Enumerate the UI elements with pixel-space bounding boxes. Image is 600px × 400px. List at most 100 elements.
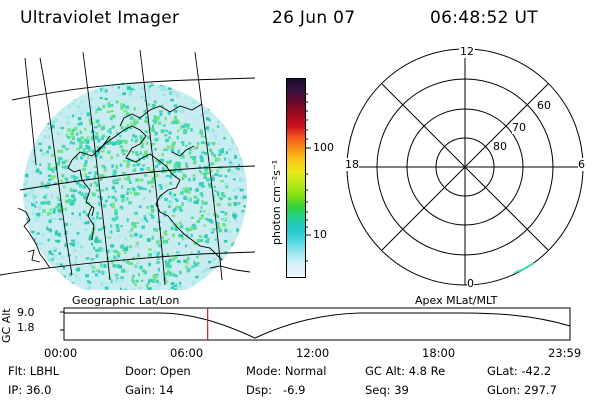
aurora-pixel [141, 218, 144, 222]
aurora-pixel [104, 286, 109, 290]
aurora-pixel [74, 176, 79, 179]
aurora-pixel [230, 137, 235, 141]
mlt-label-0: 0 [467, 277, 474, 290]
aurora-pixel [211, 175, 214, 178]
aurora-pixel [170, 289, 173, 290]
aurora-pixel [150, 205, 154, 209]
aurora-pixel [124, 237, 127, 241]
aurora-pixel [39, 212, 43, 217]
aurora-pixel [79, 130, 82, 135]
aurora-pixel [176, 120, 180, 124]
aurora-pixel [126, 188, 131, 191]
aurora-pixel [196, 142, 200, 145]
aurora-pixel [172, 233, 175, 238]
aurora-pixel [65, 236, 69, 239]
aurora-pixel [202, 201, 206, 205]
aurora-pixel [223, 239, 228, 243]
aurora-pixel [120, 105, 124, 110]
aurora-pixel [101, 189, 105, 192]
aurora-pixel [137, 272, 140, 277]
aurora-pixel [50, 260, 53, 265]
aurora-pixel [118, 235, 121, 238]
geo-latitude-status: GLat: -42.2 [487, 364, 552, 378]
aurora-pixel [139, 135, 143, 139]
aurora-pixel [173, 284, 177, 288]
aurora-pixel [197, 143, 200, 147]
aurora-pixel [189, 198, 192, 202]
aurora-pixel [102, 125, 106, 130]
aurora-pixel [220, 150, 224, 153]
aurora-pixel [95, 136, 99, 140]
aurora-pixel [84, 173, 88, 177]
aurora-pixel [150, 289, 154, 290]
aurora-pixel [214, 173, 219, 177]
aurora-pixel [124, 139, 128, 144]
aurora-pixel [182, 173, 185, 177]
aurora-pixel [94, 171, 98, 176]
mlt-label-6: 6 [578, 158, 585, 171]
aurora-pixel [155, 159, 158, 163]
aurora-pixel [56, 131, 59, 134]
aurora-pixel [110, 110, 114, 113]
aurora-pixel [228, 253, 233, 257]
aurora-pixel [121, 268, 126, 273]
aurora-pixel [159, 196, 162, 200]
aurora-pixel [71, 135, 75, 138]
aurora-pixel [239, 188, 244, 192]
aurora-pixel [147, 181, 151, 185]
aurora-pixel [138, 286, 142, 290]
aurora-pixel [108, 231, 111, 234]
aurora-pixel [162, 166, 165, 171]
aurora-pixel [136, 192, 140, 196]
aurora-pixel [237, 145, 240, 149]
aurora-pixel [210, 162, 214, 166]
aurora-pixel [200, 133, 203, 138]
aurora-pixel [181, 236, 185, 241]
aurora-pixel [80, 136, 84, 140]
aurora-pixel [218, 228, 223, 233]
aurora-pixel [87, 280, 90, 283]
aurora-pixel [103, 165, 107, 169]
aurora-pixel [224, 211, 228, 216]
aurora-pixel [59, 230, 63, 234]
aurora-pixel [198, 165, 202, 169]
aurora-pixel [230, 196, 235, 199]
aurora-pixel [110, 279, 113, 284]
aurora-pixel [136, 241, 139, 245]
aurora-pixel [162, 101, 166, 104]
aurora-pixel [166, 262, 170, 267]
aurora-pixel [41, 152, 46, 156]
aurora-pixel [122, 92, 126, 96]
aurora-pixel [201, 151, 205, 154]
aurora-pixel [199, 283, 202, 287]
aurora-pixel [226, 153, 230, 157]
aurora-pixel [62, 265, 66, 270]
aurora-pixel [206, 268, 211, 271]
timeline-axis-label: GC Alt [0, 308, 13, 343]
aurora-pixel [146, 284, 149, 288]
aurora-pixel [132, 224, 137, 227]
aurora-pixel [84, 159, 88, 164]
aurora-pixel [213, 257, 216, 261]
aurora-pixel [190, 233, 193, 238]
aurora-pixel [215, 222, 220, 226]
aurora-pixel [175, 274, 178, 278]
aurora-pixel [173, 273, 176, 277]
aurora-pixel [65, 222, 69, 226]
aurora-pixel [152, 119, 156, 122]
aurora-pixel [132, 222, 136, 226]
aurora-pixel [119, 163, 123, 167]
aurora-pixel [177, 129, 180, 133]
aurora-pixel [139, 87, 144, 90]
aurora-pixel [96, 215, 99, 220]
aurora-pixel [63, 275, 66, 279]
aurora-pixel [35, 170, 39, 173]
aurora-pixel [216, 191, 219, 194]
aurora-pixel [214, 137, 217, 140]
aurora-pixel [157, 85, 161, 89]
aurora-pixel [206, 129, 211, 132]
aurora-pixel [240, 221, 243, 225]
aurora-pixel [111, 125, 115, 129]
aurora-pixel [61, 174, 65, 178]
aurora-pixel [243, 218, 246, 223]
